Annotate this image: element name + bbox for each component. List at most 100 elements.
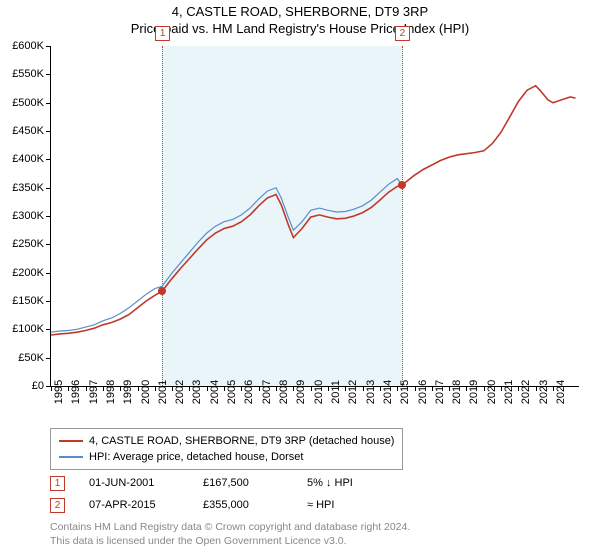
attribution-line2: This data is licensed under the Open Gov… (50, 534, 410, 548)
y-tick-label: £250K (12, 238, 44, 250)
y-tick (46, 244, 51, 245)
sale-row-marker: 1 (50, 476, 65, 491)
x-tick-label: 2003 (191, 380, 203, 404)
x-tick (86, 386, 87, 391)
x-tick-label: 2000 (140, 380, 152, 404)
legend-swatch (59, 440, 83, 442)
legend-label: 4, CASTLE ROAD, SHERBORNE, DT9 3RP (deta… (89, 433, 394, 449)
sale-row: 2 07-APR-2015 £355,000 ≈ HPI (50, 494, 387, 516)
x-tick-label: 2006 (243, 380, 255, 404)
y-tick-label: £100K (12, 323, 44, 335)
x-tick-label: 2022 (520, 380, 532, 404)
y-tick-label: £400K (12, 153, 44, 165)
x-tick (380, 386, 381, 391)
x-tick-label: 2013 (365, 380, 377, 404)
x-tick (415, 386, 416, 391)
legend-item: 4, CASTLE ROAD, SHERBORNE, DT9 3RP (deta… (59, 433, 394, 449)
price-paid-line (51, 86, 576, 335)
sale-row-delta: 5% ↓ HPI (307, 472, 387, 494)
x-tick-label: 2020 (486, 380, 498, 404)
hpi-line (51, 179, 402, 333)
chart-plot-area: 1 2 £0£50K£100K£150K£200K£250K£300K£350K… (50, 46, 578, 386)
x-tick-label: 2009 (295, 380, 307, 404)
chart-container: 4, CASTLE ROAD, SHERBORNE, DT9 3RP Price… (0, 0, 600, 560)
title-block: 4, CASTLE ROAD, SHERBORNE, DT9 3RP Price… (0, 0, 600, 36)
plot-frame: 1 2 (50, 46, 579, 387)
x-tick-label: 2008 (278, 380, 290, 404)
x-tick (51, 386, 52, 391)
y-tick (46, 188, 51, 189)
y-tick (46, 358, 51, 359)
y-tick (46, 216, 51, 217)
sale-dot-1 (158, 287, 166, 295)
line-series-svg (51, 46, 579, 386)
x-tick (155, 386, 156, 391)
x-tick-label: 2016 (417, 380, 429, 404)
chart-title-address: 4, CASTLE ROAD, SHERBORNE, DT9 3RP (0, 4, 600, 19)
y-tick-label: £200K (12, 267, 44, 279)
x-tick (328, 386, 329, 391)
x-tick-label: 2015 (399, 380, 411, 404)
x-tick-label: 2019 (468, 380, 480, 404)
x-tick-label: 1999 (122, 380, 134, 404)
sale-row-price: £167,500 (203, 472, 283, 494)
x-tick-label: 2010 (313, 380, 325, 404)
chart-subtitle: Price paid vs. HM Land Registry's House … (0, 21, 600, 36)
y-tick-label: £450K (12, 125, 44, 137)
y-tick (46, 131, 51, 132)
x-tick (501, 386, 502, 391)
x-tick-label: 2017 (434, 380, 446, 404)
sale-row-date: 01-JUN-2001 (89, 472, 179, 494)
x-tick-label: 2021 (503, 380, 515, 404)
x-tick (207, 386, 208, 391)
y-tick-label: £550K (12, 68, 44, 80)
attribution-line1: Contains HM Land Registry data © Crown c… (50, 520, 410, 534)
y-tick-label: £600K (12, 40, 44, 52)
x-tick-label: 2024 (555, 380, 567, 404)
sales-table: 1 01-JUN-2001 £167,500 5% ↓ HPI 2 07-APR-2015… (50, 472, 387, 516)
x-tick-label: 2012 (347, 380, 359, 404)
x-tick-label: 1997 (88, 380, 100, 404)
legend-swatch (59, 456, 83, 458)
x-tick-label: 2002 (174, 380, 186, 404)
y-tick-label: £150K (12, 295, 44, 307)
x-tick (363, 386, 364, 391)
y-tick-label: £50K (18, 352, 44, 364)
sale-marker-2: 2 (395, 26, 410, 41)
y-tick-label: £0 (32, 380, 44, 392)
y-tick-label: £300K (12, 210, 44, 222)
x-tick (311, 386, 312, 391)
sale-row-delta: ≈ HPI (307, 494, 387, 516)
sale-row: 1 01-JUN-2001 £167,500 5% ↓ HPI (50, 472, 387, 494)
x-tick-label: 2005 (226, 380, 238, 404)
legend: 4, CASTLE ROAD, SHERBORNE, DT9 3RP (deta… (50, 428, 403, 470)
x-tick (224, 386, 225, 391)
x-tick (449, 386, 450, 391)
x-tick (259, 386, 260, 391)
x-tick (553, 386, 554, 391)
x-tick-label: 2018 (451, 380, 463, 404)
sale-marker-1: 1 (155, 26, 170, 41)
x-tick-label: 2023 (538, 380, 550, 404)
x-tick (536, 386, 537, 391)
sale-row-price: £355,000 (203, 494, 283, 516)
attribution: Contains HM Land Registry data © Crown c… (50, 520, 410, 548)
y-tick-label: £350K (12, 182, 44, 194)
x-tick-label: 2004 (209, 380, 221, 404)
y-tick (46, 273, 51, 274)
y-tick (46, 329, 51, 330)
y-tick (46, 46, 51, 47)
legend-item: HPI: Average price, detached house, Dors… (59, 449, 394, 465)
x-tick-label: 1998 (105, 380, 117, 404)
sale-row-marker: 2 (50, 498, 65, 513)
x-tick-label: 2001 (157, 380, 169, 404)
y-tick (46, 301, 51, 302)
y-tick (46, 159, 51, 160)
x-tick-label: 2007 (261, 380, 273, 404)
sale-row-date: 07-APR-2015 (89, 494, 179, 516)
legend-label: HPI: Average price, detached house, Dors… (89, 449, 303, 465)
x-tick (276, 386, 277, 391)
x-tick-label: 1996 (70, 380, 82, 404)
x-tick-label: 1995 (53, 380, 65, 404)
x-tick (138, 386, 139, 391)
